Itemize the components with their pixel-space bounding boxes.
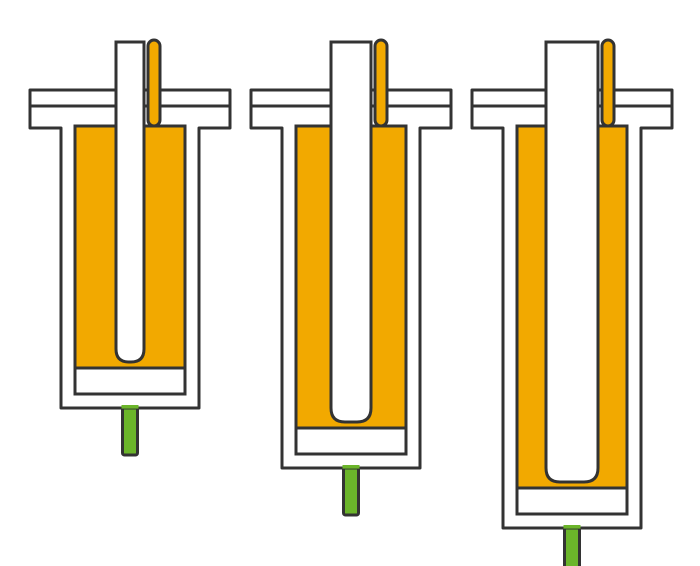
center-tube [546, 42, 598, 482]
cylinder-diagram [0, 0, 700, 566]
cyl-medium [251, 40, 451, 515]
cyl-small [30, 40, 230, 455]
center-tube [116, 42, 144, 362]
cyl-large [472, 40, 672, 566]
center-tube [331, 42, 371, 422]
